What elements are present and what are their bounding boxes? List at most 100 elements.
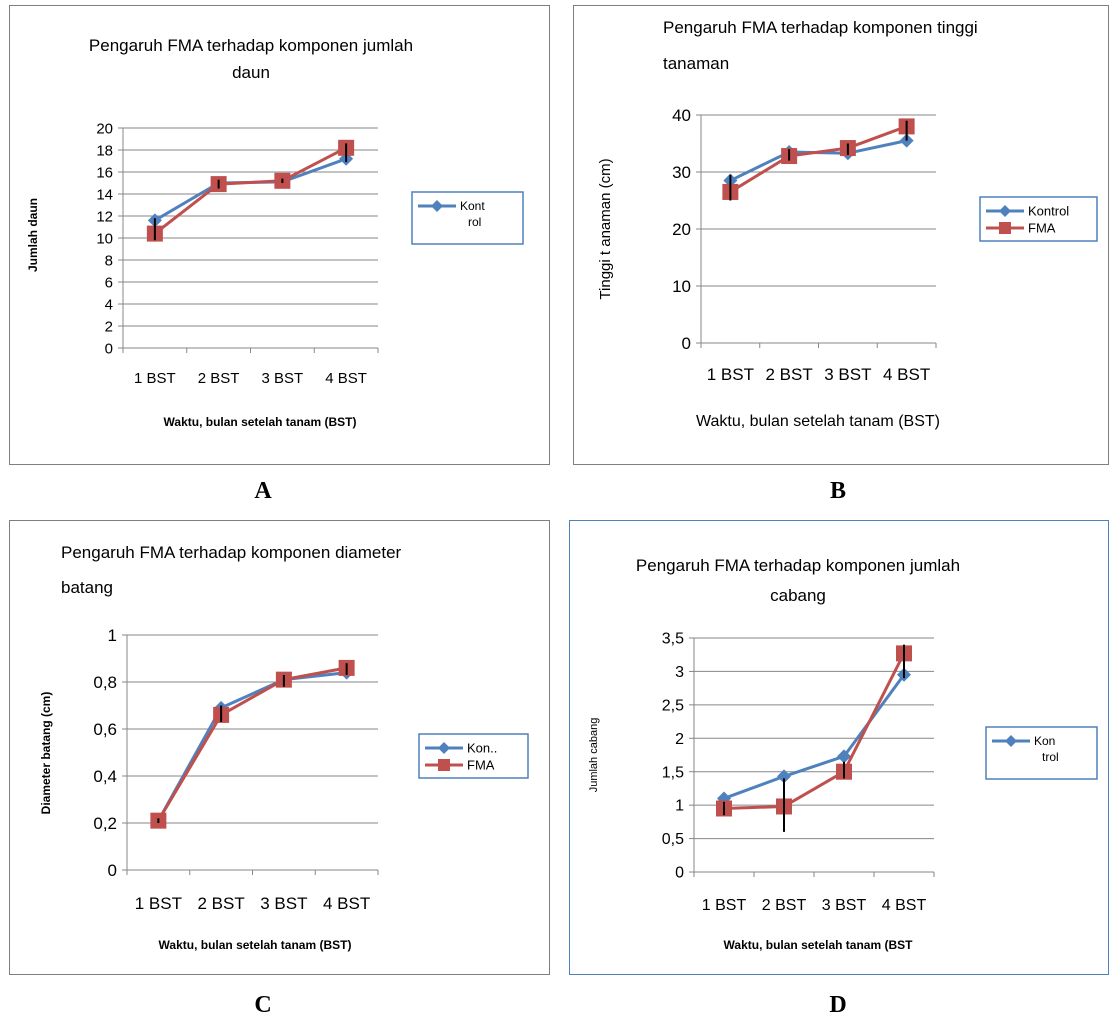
x-tick-label: 2 BST xyxy=(198,894,245,913)
chart-title-line-1: Pengaruh FMA terhadap komponen jumlah xyxy=(636,556,960,575)
y-tick-label: 10 xyxy=(672,277,691,296)
y-tick-label: 2 xyxy=(675,731,684,748)
chart-title-line-2: cabang xyxy=(770,586,826,605)
y-axis-title: Diameter batang (cm) xyxy=(39,692,53,815)
panel-letter-b: B xyxy=(829,478,846,504)
x-tick-label: 4 BST xyxy=(883,365,930,384)
series-line xyxy=(153,146,347,235)
y-tick-label: 0 xyxy=(682,334,691,353)
y-tick-label: 0 xyxy=(108,861,117,880)
legend-box xyxy=(411,191,524,245)
chart-a-svg: Pengaruh FMA terhadap komponen jumlah dau… xyxy=(26,36,524,429)
y-tick-label: 16 xyxy=(96,164,113,181)
chart-title-line-2: daun xyxy=(232,63,270,82)
y-tick-label: 3,5 xyxy=(662,631,684,648)
x-tick-label: 1 BST xyxy=(134,370,176,387)
x-tick-label: 4 BST xyxy=(882,897,927,914)
y-tick-label: 18 xyxy=(96,142,113,159)
legend-label: FMA xyxy=(467,758,495,773)
chart-c-svg: Pengaruh FMA terhadap komponen diameter b… xyxy=(39,543,529,952)
y-tick-label: 40 xyxy=(672,106,691,125)
x-tick-label: 3 BST xyxy=(262,370,304,387)
chart-title-line-2: batang xyxy=(61,578,113,597)
x-tick-label: 3 BST xyxy=(824,365,871,384)
y-tick-label: 0 xyxy=(105,340,113,357)
x-tick-label: 2 BST xyxy=(766,365,813,384)
legend-label: trol xyxy=(1042,750,1059,764)
y-tick-label: 4 xyxy=(105,296,113,313)
legend-label: rol xyxy=(468,215,481,229)
series-line xyxy=(729,124,908,194)
chart-title-line-1: Pengaruh FMA terhadap komponen jumlah xyxy=(89,36,413,55)
legend-label: Kont xyxy=(460,199,485,213)
legend: Kon.. FMA xyxy=(418,733,529,779)
y-tick-label: 1 xyxy=(108,626,117,645)
x-tick-label: 1 BST xyxy=(707,365,754,384)
y-tick-label: 8 xyxy=(105,252,113,269)
chart-panel-d: Pengaruh FMA terhadap komponen jumlah cab… xyxy=(569,520,1109,975)
x-tick-label: 2 BST xyxy=(762,897,807,914)
x-axis-title: Waktu, bulan setelah tanam (BST) xyxy=(159,938,352,952)
legend: Kont rol xyxy=(411,191,524,245)
y-tick-label: 30 xyxy=(672,163,691,182)
y-tick-label: 2,5 xyxy=(662,697,684,714)
legend-swatch-marker xyxy=(999,205,1011,217)
series-kontrol xyxy=(151,665,354,828)
x-axis-title: Waktu, bulan setelah tanam (BST) xyxy=(164,415,357,429)
series-fma xyxy=(722,118,915,200)
y-axis-title: Jumlah daun xyxy=(26,198,40,272)
x-tick-label: 1 BST xyxy=(702,897,747,914)
panel-letter-c: C xyxy=(254,992,272,1018)
chart-panel-b: Pengaruh FMA terhadap komponen tinggi tan… xyxy=(573,5,1109,465)
legend-box xyxy=(418,733,529,779)
x-axis-title: Waktu, bulan setelah tanam (BST xyxy=(724,938,914,952)
legend-label: FMA xyxy=(1028,221,1056,236)
legend-label: Kon xyxy=(1034,734,1055,748)
y-tick-label: 14 xyxy=(96,186,113,203)
y-tick-label: 10 xyxy=(96,230,113,247)
legend-box xyxy=(985,726,1098,780)
y-tick-label: 0,2 xyxy=(93,814,117,833)
x-tick-label: 1 BST xyxy=(135,894,182,913)
y-tick-label: 0,6 xyxy=(93,720,117,739)
y-tick-label: 20 xyxy=(672,220,691,239)
y-tick-label: 0,4 xyxy=(93,767,117,786)
y-tick-label: 0,5 xyxy=(662,831,684,848)
series-fma xyxy=(146,139,355,242)
series-kontrol xyxy=(717,667,911,806)
legend: Kon trol xyxy=(985,726,1098,780)
series-line xyxy=(723,652,906,810)
chart-panel-a: Pengaruh FMA terhadap komponen jumlah dau… xyxy=(9,5,550,465)
data-point xyxy=(777,769,791,784)
y-tick-label: 0 xyxy=(675,865,684,882)
series-line xyxy=(723,673,906,800)
legend-swatch-marker xyxy=(431,200,443,212)
legend-swatch-marker xyxy=(999,222,1011,234)
panel-letter-a: A xyxy=(254,478,272,504)
x-axis-title: Waktu, bulan setelah tanam (BST) xyxy=(696,413,940,430)
y-tick-label: 1 xyxy=(675,798,684,815)
data-point xyxy=(837,749,851,764)
x-tick-label: 4 BST xyxy=(325,370,367,387)
series-fma xyxy=(150,659,355,829)
x-tick-label: 3 BST xyxy=(822,897,867,914)
legend: Kontrol FMA xyxy=(979,196,1098,242)
y-axis-title: Tinggi t anaman (cm) xyxy=(597,158,614,299)
series-line xyxy=(157,666,347,822)
chart-panel-c: Pengaruh FMA terhadap komponen diameter b… xyxy=(9,520,550,975)
legend-label: Kon.. xyxy=(467,741,497,756)
x-tick-label: 2 BST xyxy=(198,370,240,387)
y-tick-label: 2 xyxy=(105,318,113,335)
chart-title-line-1: Pengaruh FMA terhadap komponen tinggi xyxy=(663,18,978,37)
x-tick-label: 3 BST xyxy=(260,894,307,913)
legend-swatch-marker xyxy=(438,759,450,771)
chart-d-svg: Pengaruh FMA terhadap komponen jumlah cab… xyxy=(588,556,1098,952)
panel-letter-d: D xyxy=(829,992,847,1018)
chart-title-line-1: Pengaruh FMA terhadap komponen diameter xyxy=(61,543,402,562)
x-tick-label: 4 BST xyxy=(323,894,370,913)
y-tick-label: 6 xyxy=(105,274,113,291)
y-tick-label: 20 xyxy=(96,120,113,137)
y-tick-label: 3 xyxy=(675,664,684,681)
y-tick-label: 1,5 xyxy=(662,764,684,781)
chart-title-line-2: tanaman xyxy=(663,54,729,73)
